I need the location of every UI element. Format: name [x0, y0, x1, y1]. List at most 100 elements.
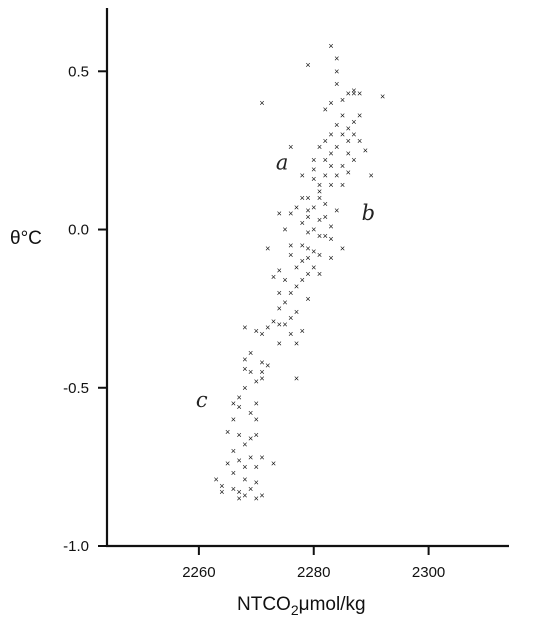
- data-point: ×: [328, 41, 333, 51]
- data-point: ×: [317, 142, 322, 152]
- data-point: ×: [282, 225, 287, 235]
- data-point: ×: [323, 212, 328, 222]
- data-point: ×: [271, 459, 276, 469]
- data-points: × × × × × × × × × × × × × × × × × × × × × × × × × × × × × × × × × × × × × × × ×…: [213, 41, 385, 504]
- x-axis-label: NTCO2μmol/kg: [237, 594, 366, 618]
- data-point: ×: [231, 484, 236, 494]
- data-point: ×: [305, 253, 310, 263]
- data-point: ×: [346, 149, 351, 159]
- data-point: ×: [305, 60, 310, 70]
- data-point: ×: [242, 364, 247, 374]
- data-point: ×: [242, 462, 247, 472]
- data-point: ×: [277, 288, 282, 298]
- data-point: ×: [294, 281, 299, 291]
- data-point: ×: [225, 427, 230, 437]
- data-point: ×: [305, 228, 310, 238]
- data-point: ×: [288, 313, 293, 323]
- data-point: ×: [340, 244, 345, 254]
- data-point: ×: [328, 180, 333, 190]
- x-ticks: 2260 2280 2300: [182, 546, 445, 581]
- data-point: ×: [242, 383, 247, 393]
- data-point: ×: [259, 367, 264, 377]
- y-tick-label: 0.0: [68, 222, 89, 239]
- data-point: ×: [231, 414, 236, 424]
- data-point: ×: [328, 161, 333, 171]
- data-point: ×: [311, 247, 316, 257]
- data-point: ×: [305, 294, 310, 304]
- data-point: ×: [317, 215, 322, 225]
- data-point: ×: [277, 209, 282, 219]
- data-point: ×: [213, 475, 218, 485]
- data-point: ×: [311, 164, 316, 174]
- data-point: ×: [334, 120, 339, 130]
- data-point: ×: [231, 468, 236, 478]
- data-point: ×: [248, 348, 253, 358]
- data-point: ×: [259, 490, 264, 500]
- data-point: ×: [288, 329, 293, 339]
- data-point: ×: [288, 250, 293, 260]
- data-point: ×: [242, 475, 247, 485]
- data-point: ×: [300, 218, 305, 228]
- data-point: ×: [346, 123, 351, 133]
- data-point: ×: [328, 149, 333, 159]
- data-point: ×: [300, 193, 305, 203]
- data-point: ×: [236, 392, 241, 402]
- data-point: ×: [317, 193, 322, 203]
- data-point: ×: [259, 452, 264, 462]
- annotations: a b c: [196, 150, 375, 411]
- data-point: ×: [351, 155, 356, 165]
- data-point: ×: [277, 304, 282, 314]
- data-point: ×: [334, 171, 339, 181]
- data-point: ×: [380, 92, 385, 102]
- data-point: ×: [294, 338, 299, 348]
- data-point: ×: [328, 98, 333, 108]
- data-point: ×: [334, 206, 339, 216]
- data-point: ×: [357, 136, 362, 146]
- data-point: ×: [282, 319, 287, 329]
- data-point: ×: [242, 323, 247, 333]
- data-point: ×: [254, 462, 259, 472]
- data-point: ×: [340, 111, 345, 121]
- data-point: ×: [317, 250, 322, 260]
- data-point: ×: [328, 234, 333, 244]
- data-point: ×: [346, 88, 351, 98]
- data-point: ×: [300, 326, 305, 336]
- data-point: ×: [340, 130, 345, 140]
- data-point: ×: [346, 168, 351, 178]
- x-axis-label-main: NTCO: [237, 594, 291, 615]
- x-tick-label: 2260: [182, 564, 215, 581]
- data-point: ×: [282, 297, 287, 307]
- data-point: ×: [254, 376, 259, 386]
- data-point: ×: [317, 180, 322, 190]
- data-point: ×: [248, 484, 253, 494]
- x-tick-label: 2280: [297, 564, 330, 581]
- data-point: ×: [236, 402, 241, 412]
- data-point: ×: [334, 54, 339, 64]
- data-point: ×: [323, 199, 328, 209]
- data-point: ×: [340, 95, 345, 105]
- data-point: ×: [265, 323, 270, 333]
- data-point: ×: [311, 263, 316, 273]
- data-point: ×: [334, 66, 339, 76]
- data-point: ×: [248, 408, 253, 418]
- data-point: ×: [357, 111, 362, 121]
- data-point: ×: [305, 244, 310, 254]
- data-point: ×: [271, 272, 276, 282]
- data-point: ×: [363, 145, 368, 155]
- data-point: ×: [351, 85, 356, 95]
- y-axis-label: θ°C: [10, 228, 42, 249]
- data-point: ×: [236, 430, 241, 440]
- x-axis-label-subscript: 2: [291, 602, 299, 618]
- data-point: ×: [242, 354, 247, 364]
- annotation-label: c: [196, 388, 208, 412]
- data-point: ×: [334, 79, 339, 89]
- data-point: ×: [328, 253, 333, 263]
- data-point: ×: [305, 269, 310, 279]
- y-tick-label: 0.5: [68, 63, 89, 80]
- data-point: ×: [323, 155, 328, 165]
- data-point: ×: [369, 171, 374, 181]
- data-point: ×: [265, 361, 270, 371]
- data-point: ×: [236, 487, 241, 497]
- data-point: ×: [288, 209, 293, 219]
